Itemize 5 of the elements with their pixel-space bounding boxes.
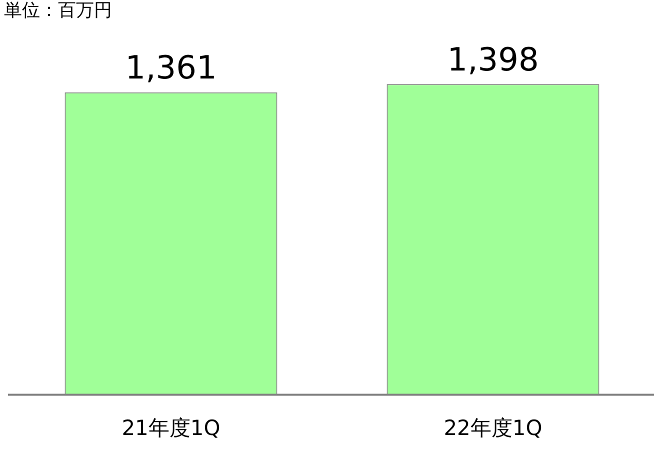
data-label: 1,398 [447,40,539,78]
data-label: 1,361 [125,48,217,87]
text: 単位：百万円 [4,0,112,22]
x-tick-label: 21年度1Q [122,416,220,440]
x-tick-label: 22年度1Q [444,416,542,440]
